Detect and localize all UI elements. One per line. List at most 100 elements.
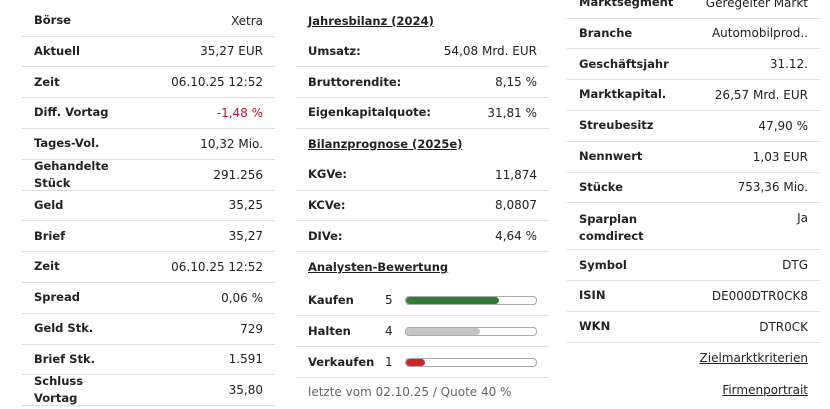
row-value: 54,08 Mrd. EUR xyxy=(443,44,537,59)
row-value: DE000DTR0CK8 xyxy=(711,288,808,303)
row-label: Geld Stk. xyxy=(34,321,94,335)
row-label: Brief Stk. xyxy=(34,351,95,366)
info-row: Börse Xetra xyxy=(22,6,275,37)
rating-row: Kaufen 5 xyxy=(296,285,549,316)
info-row: Branche Automobilprod.. xyxy=(567,18,820,50)
info-row: KCVe: 8,0807 xyxy=(296,190,549,222)
info-row: Spread 0,06 % xyxy=(22,283,275,314)
info-row: Geld 35,25 xyxy=(22,190,275,222)
rating-count: 5 xyxy=(385,293,393,307)
info-row: Gehandelte Stück 291.256 xyxy=(22,158,275,191)
rating-count: 4 xyxy=(385,324,393,338)
info-row: KGVe: 11,874 xyxy=(296,160,549,191)
row-label: Zeit xyxy=(34,259,60,274)
row-label: Gehandelte Stück xyxy=(34,158,109,190)
info-row: Bruttorendite: 8,15 % xyxy=(296,67,549,99)
row-value: 4,64 % xyxy=(495,229,537,244)
info-row: ISIN DE000DTR0CK8 xyxy=(567,281,820,312)
row-label: KCVe: xyxy=(308,197,346,212)
row-label: Brief xyxy=(34,228,66,243)
info-row: Umsatz: 54,08 Mrd. EUR xyxy=(296,36,549,68)
info-row: Sparplan comdirect Ja xyxy=(567,203,820,251)
row-value: 0,06 % xyxy=(221,290,263,305)
info-row: Geschäftsjahr 31.12. xyxy=(567,49,820,81)
info-row: Marktkapital. 26,57 Mrd. EUR xyxy=(567,80,820,111)
row-value: -1,48 % xyxy=(216,105,263,120)
row-label: Geld xyxy=(34,197,64,212)
row-label: Aktuell xyxy=(34,43,80,58)
row-value: 291.256 xyxy=(213,167,263,182)
rating-track xyxy=(405,357,537,367)
row-label: Eigenkapitalquote: xyxy=(308,105,432,120)
rating-count: 1 xyxy=(385,355,393,369)
row-label: Streubesitz xyxy=(579,118,654,133)
row-label: Börse xyxy=(34,13,71,27)
row-label: KGVe: xyxy=(308,167,348,181)
info-row: Zeit 06.10.25 12:52 xyxy=(22,67,275,99)
row-value: 753,36 Mio. xyxy=(737,180,808,195)
rating-label: Halten xyxy=(308,323,351,338)
row-value: DTR0CK xyxy=(759,319,808,334)
row-value: 1,03 EUR xyxy=(752,149,808,164)
rating-track xyxy=(405,295,537,305)
info-row: WKN DTR0CK xyxy=(567,312,820,343)
row-value: 729 xyxy=(240,321,263,336)
row-label: Marktkapital. xyxy=(579,87,667,102)
row-value: 35,25 xyxy=(228,198,263,213)
info-row: Nennwert 1,03 EUR xyxy=(567,142,820,173)
info-row: Diff. Vortag -1,48 % xyxy=(22,98,275,129)
row-label: ISIN xyxy=(579,288,606,303)
row-label: Sparplan comdirect xyxy=(579,212,644,244)
info-row: Tages-Vol. 10,32 Mio. xyxy=(22,129,275,160)
rating-row: Verkaufen 1 xyxy=(296,347,549,378)
link[interactable]: Firmenportrait xyxy=(722,383,808,397)
row-value: Ja xyxy=(797,211,808,226)
rating-label: Kaufen xyxy=(308,292,354,307)
row-value: 06.10.25 12:52 xyxy=(171,75,263,90)
info-row: Streubesitz 47,90 % xyxy=(567,111,820,142)
row-value: 26,57 Mrd. EUR xyxy=(714,87,808,102)
row-label: WKN xyxy=(579,319,611,334)
row-value: 31,81 % xyxy=(487,105,537,120)
row-label: Diff. Vortag xyxy=(34,105,109,120)
footnote: letzte vom 02.10.25 / Quote 40 % xyxy=(308,385,512,399)
info-row: DIVe: 4,64 % xyxy=(296,221,549,253)
info-row: Stücke 753,36 Mio. xyxy=(567,172,820,204)
section-title: Jahresbilanz (2024) xyxy=(308,13,434,28)
rating-track xyxy=(405,326,537,336)
row-value: 35,80 xyxy=(228,383,263,398)
row-value: 31.12. xyxy=(769,57,808,72)
row-value: Automobilprod.. xyxy=(711,26,808,41)
row-value: 06.10.25 12:52 xyxy=(171,259,263,274)
row-value: Geregelter Markt xyxy=(705,0,808,10)
row-value: 1.591 xyxy=(228,352,263,367)
row-label: Spread xyxy=(34,290,80,305)
row-value: 10,32 Mio. xyxy=(200,136,263,151)
row-value: Xetra xyxy=(230,13,263,28)
row-value: 11,874 xyxy=(495,167,537,182)
info-row: Schluss Vortag 35,80 xyxy=(22,374,275,407)
info-row: Marktsegment Geregelter Markt xyxy=(567,0,820,19)
info-row: Brief Stk. 1.591 xyxy=(22,344,275,376)
row-label: Marktsegment xyxy=(579,0,674,9)
link[interactable]: Zielmarktkriterien xyxy=(699,351,808,365)
row-value: 35,27 xyxy=(228,229,263,244)
row-label: Bruttorendite: xyxy=(308,74,402,89)
row-label: Stücke xyxy=(579,179,623,194)
rating-bar xyxy=(406,358,425,366)
rating-bar xyxy=(406,327,480,335)
row-label: Geschäftsjahr xyxy=(579,56,669,71)
row-label: Nennwert xyxy=(579,149,643,163)
info-row: Aktuell 35,27 EUR xyxy=(22,36,275,68)
rating-row: Halten 4 xyxy=(296,316,549,347)
row-label: Tages-Vol. xyxy=(34,136,100,151)
row-value: 35,27 EUR xyxy=(200,44,263,59)
info-row: Geld Stk. 729 xyxy=(22,314,275,345)
row-value: 8,0807 xyxy=(495,198,537,213)
row-label: Umsatz: xyxy=(308,43,361,58)
info-row: Zeit 06.10.25 12:52 xyxy=(22,252,275,283)
row-label: Branche xyxy=(579,25,633,40)
section-title: Bilanzprognose (2025e) xyxy=(308,136,463,151)
row-value: 8,15 % xyxy=(495,75,537,90)
